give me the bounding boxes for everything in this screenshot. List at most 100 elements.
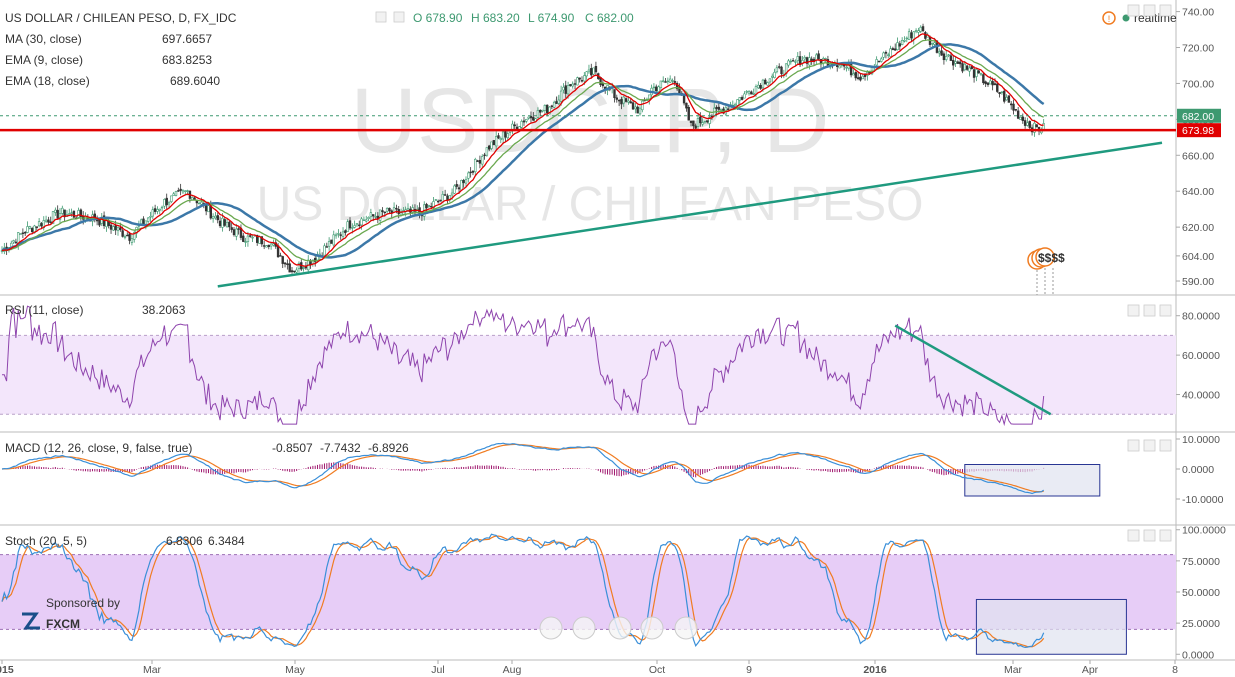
chart-title[interactable]: US DOLLAR / CHILEAN PESO, D, FX_IDC [5,11,237,25]
x-tick-label: Mar [143,664,162,676]
x-tick-label: Aug [503,664,522,676]
candle-body [773,71,776,78]
candle-body [116,227,120,231]
candle-body [743,93,746,99]
candle-body [455,184,458,187]
candle-body [842,65,846,67]
candle-body [692,120,695,127]
candle-body [766,82,769,86]
time-axis[interactable]: 2015 Mar May Jul Aug Oct 9 2016 Mar Apr 8 [0,660,1178,676]
candle-body [539,109,542,113]
price-pane[interactable] [0,23,1176,288]
dividend-flags-label: $$$$ [1038,251,1065,265]
x-tick-label: Jul [431,664,444,676]
candle-body [996,83,999,92]
stoch-pane[interactable] [0,533,1176,655]
candle-body [652,86,656,89]
candle-body [1000,91,1004,94]
candle-body [68,213,71,215]
scroll-left-icon[interactable] [539,616,563,640]
stoch-d-line [1,535,1045,648]
navigation-controls[interactable] [539,616,698,640]
candle-body [283,262,287,265]
candle-body [209,205,212,219]
ema18-value: 689.6040 [170,74,220,88]
candle-body [174,191,178,196]
x-tick-label: Mar [1004,664,1023,676]
candle-body [664,81,667,83]
y-tick-label: 100.0000 [1182,525,1226,537]
y-tick-label: 10.0000 [1182,434,1220,446]
zoom-out-icon[interactable] [572,616,596,640]
candle-body [963,63,967,71]
macd-legend[interactable]: MACD (12, 26, close, 9, false, true) [5,441,192,455]
candle-body [1007,95,1011,103]
y-tick-label: 75.0000 [1182,556,1220,568]
candle-body [552,101,556,108]
rsi-pane[interactable] [0,305,1176,427]
candle-body [121,230,124,237]
candle-body [898,43,902,47]
candle-body [889,48,892,57]
candle-body [26,226,29,233]
candle-body [406,207,410,211]
reset-icon[interactable] [608,616,632,640]
candle-body [362,219,366,221]
candle-body [545,104,549,114]
ema18-legend[interactable]: EMA (18, close) [5,74,90,88]
y-tick-label: 25.0000 [1182,618,1220,630]
candle-body [977,70,980,74]
header-controls[interactable] [375,11,405,23]
candle-body [771,75,774,78]
pane-control-button [1143,304,1156,317]
candle-body [573,83,577,85]
ema9-legend[interactable]: EMA (9, close) [5,53,83,67]
candle-body [717,106,721,110]
x-tick-label: 2016 [863,664,887,676]
candle-body [1005,97,1008,101]
rsi-legend[interactable]: RSI (11, close) [5,303,83,317]
scroll-right-icon[interactable] [674,616,698,640]
ma-legend[interactable]: MA (30, close) [5,32,82,46]
macd-pane[interactable] [1,442,1101,497]
candle-body [791,60,795,62]
candle-body [613,89,616,99]
y-tick-label: 660.00 [1182,150,1214,162]
candle-body [777,66,781,68]
candle-body [30,228,34,232]
candle-body [436,200,440,203]
y-tick-label: 590.00 [1182,276,1214,288]
candle-body [914,30,918,33]
candle-body [685,102,688,109]
ema18-line [1,39,1044,262]
alert-icon[interactable] [1102,11,1116,25]
candle-body [388,207,391,212]
candle-body [235,228,238,237]
candle-body [355,223,359,226]
candle-body [726,108,730,110]
candle-body [251,236,254,239]
candle-body [360,218,363,226]
candle-body [803,56,806,60]
candle-body [72,210,76,218]
candle-body [750,91,753,95]
candle-body [244,241,247,243]
candle-body [854,72,857,79]
stoch-legend[interactable]: Stoch (20, 5, 5) [5,534,87,548]
price-axis[interactable]: 590.00604.00620.00640.00660.00680.00700.… [1176,7,1226,662]
watermark-name: US DOLLAR / CHILEAN PESO [257,178,924,231]
candle-body [12,240,15,243]
candle-body [490,141,493,149]
pane-controls[interactable] [1127,4,1172,542]
candle-body [462,179,465,184]
dividend-flags[interactable]: $$$$ [1027,247,1065,295]
candle-body [186,190,189,192]
candle-body [501,131,505,140]
zoom-in-icon[interactable] [640,616,664,640]
candle-body [856,77,860,79]
candle-body [483,154,486,157]
candle-body [569,84,572,87]
candle-body [218,220,222,227]
candle-body [184,190,187,192]
